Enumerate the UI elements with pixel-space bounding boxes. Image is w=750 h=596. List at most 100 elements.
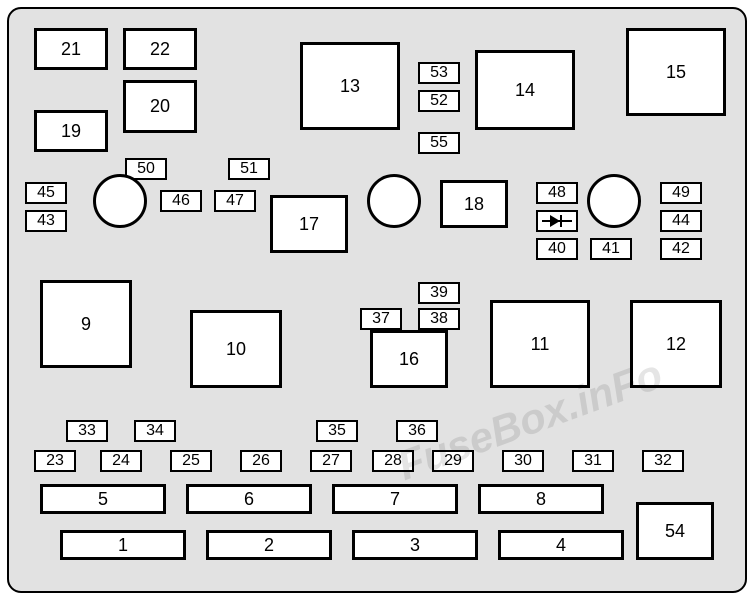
fuse-9: 9 [40, 280, 132, 368]
fuse-label-20: 20 [150, 96, 170, 117]
fuse-label-33: 33 [78, 422, 96, 440]
fuse-label-43: 43 [37, 212, 55, 230]
fuse-15: 15 [626, 28, 726, 116]
fuse-17: 17 [270, 195, 348, 253]
fuse-label-6: 6 [244, 489, 254, 510]
fuse-28: 28 [372, 450, 414, 472]
fuse-label-36: 36 [408, 422, 426, 440]
fuse-52: 52 [418, 90, 460, 112]
fuse-25: 25 [170, 450, 212, 472]
fuse-10: 10 [190, 310, 282, 388]
fuse-41: 41 [590, 238, 632, 260]
fuse-diode [536, 210, 578, 232]
fuse-label-10: 10 [226, 339, 246, 360]
fuse-label-44: 44 [672, 212, 690, 230]
fuse-6: 6 [186, 484, 312, 514]
fuse-38: 38 [418, 308, 460, 330]
fuse-39: 39 [418, 282, 460, 304]
fuse-label-21: 21 [61, 39, 81, 60]
fuse-47: 47 [214, 190, 256, 212]
fuse-label-11: 11 [531, 334, 550, 355]
fuse-1: 1 [60, 530, 186, 560]
fuse-22: 22 [123, 28, 197, 70]
fuse-label-15: 15 [666, 62, 686, 83]
fuse-label-13: 13 [340, 76, 360, 97]
fuse-14: 14 [475, 50, 575, 130]
fuse-label-35: 35 [328, 422, 346, 440]
mount-hole-2 [367, 174, 421, 228]
fuse-4: 4 [498, 530, 624, 560]
fuse-label-4: 4 [556, 535, 566, 556]
fuse-label-8: 8 [536, 489, 546, 510]
fuse-label-51: 51 [240, 160, 258, 178]
fuse-label-42: 42 [672, 240, 690, 258]
fuse-31: 31 [572, 450, 614, 472]
fuse-53: 53 [418, 62, 460, 84]
fuse-label-16: 16 [399, 349, 419, 370]
fuse-label-53: 53 [430, 64, 448, 82]
fuse-label-47: 47 [226, 192, 244, 210]
fuse-30: 30 [502, 450, 544, 472]
fuse-label-38: 38 [430, 310, 448, 328]
fuse-5: 5 [40, 484, 166, 514]
fuse-label-24: 24 [112, 452, 130, 470]
fuse-40: 40 [536, 238, 578, 260]
fuse-21: 21 [34, 28, 108, 70]
fuse-16: 16 [370, 330, 448, 388]
fuse-24: 24 [100, 450, 142, 472]
fuse-label-52: 52 [430, 92, 448, 110]
fuse-44: 44 [660, 210, 702, 232]
fuse-label-3: 3 [410, 535, 420, 556]
fuse-label-46: 46 [172, 192, 190, 210]
mount-hole-3 [587, 174, 641, 228]
fuse-label-25: 25 [182, 452, 200, 470]
fuse-label-26: 26 [252, 452, 270, 470]
fuse-51: 51 [228, 158, 270, 180]
fuse-34: 34 [134, 420, 176, 442]
fuse-32: 32 [642, 450, 684, 472]
fuse-2: 2 [206, 530, 332, 560]
fuse-label-37: 37 [372, 310, 390, 328]
fuse-label-45: 45 [37, 184, 55, 202]
fuse-label-18: 18 [464, 194, 484, 215]
fuse-label-9: 9 [81, 314, 91, 335]
fuse-23: 23 [34, 450, 76, 472]
fuse-18: 18 [440, 180, 508, 228]
fuse-55: 55 [418, 132, 460, 154]
fuse-label-30: 30 [514, 452, 532, 470]
fuse-33: 33 [66, 420, 108, 442]
fuse-label-34: 34 [146, 422, 164, 440]
fuse-label-50: 50 [137, 160, 155, 178]
fuse-11: 11 [490, 300, 590, 388]
fuse-label-5: 5 [98, 489, 108, 510]
fuse-27: 27 [310, 450, 352, 472]
fuse-3: 3 [352, 530, 478, 560]
diode-icon [542, 214, 572, 228]
fuse-8: 8 [478, 484, 604, 514]
fuse-26: 26 [240, 450, 282, 472]
fuse-label-12: 12 [666, 334, 686, 355]
fuse-label-2: 2 [264, 535, 274, 556]
fuse-label-1: 1 [118, 535, 128, 556]
fuse-12: 12 [630, 300, 722, 388]
fuse-label-17: 17 [299, 214, 319, 235]
fuse-20: 20 [123, 80, 197, 133]
fuse-35: 35 [316, 420, 358, 442]
fuse-label-14: 14 [515, 80, 535, 101]
fuse-49: 49 [660, 182, 702, 204]
fuse-37: 37 [360, 308, 402, 330]
fuse-label-29: 29 [444, 452, 462, 470]
fuse-label-40: 40 [548, 240, 566, 258]
fuse-43: 43 [25, 210, 67, 232]
fuse-label-32: 32 [654, 452, 672, 470]
fuse-48: 48 [536, 182, 578, 204]
fuse-19: 19 [34, 110, 108, 152]
fuse-7: 7 [332, 484, 458, 514]
fuse-label-28: 28 [384, 452, 402, 470]
fuse-label-49: 49 [672, 184, 690, 202]
fuse-label-23: 23 [46, 452, 64, 470]
fuse-42: 42 [660, 238, 702, 260]
mount-hole-1 [93, 174, 147, 228]
fuse-label-19: 19 [61, 121, 81, 142]
fuse-label-22: 22 [150, 39, 170, 60]
